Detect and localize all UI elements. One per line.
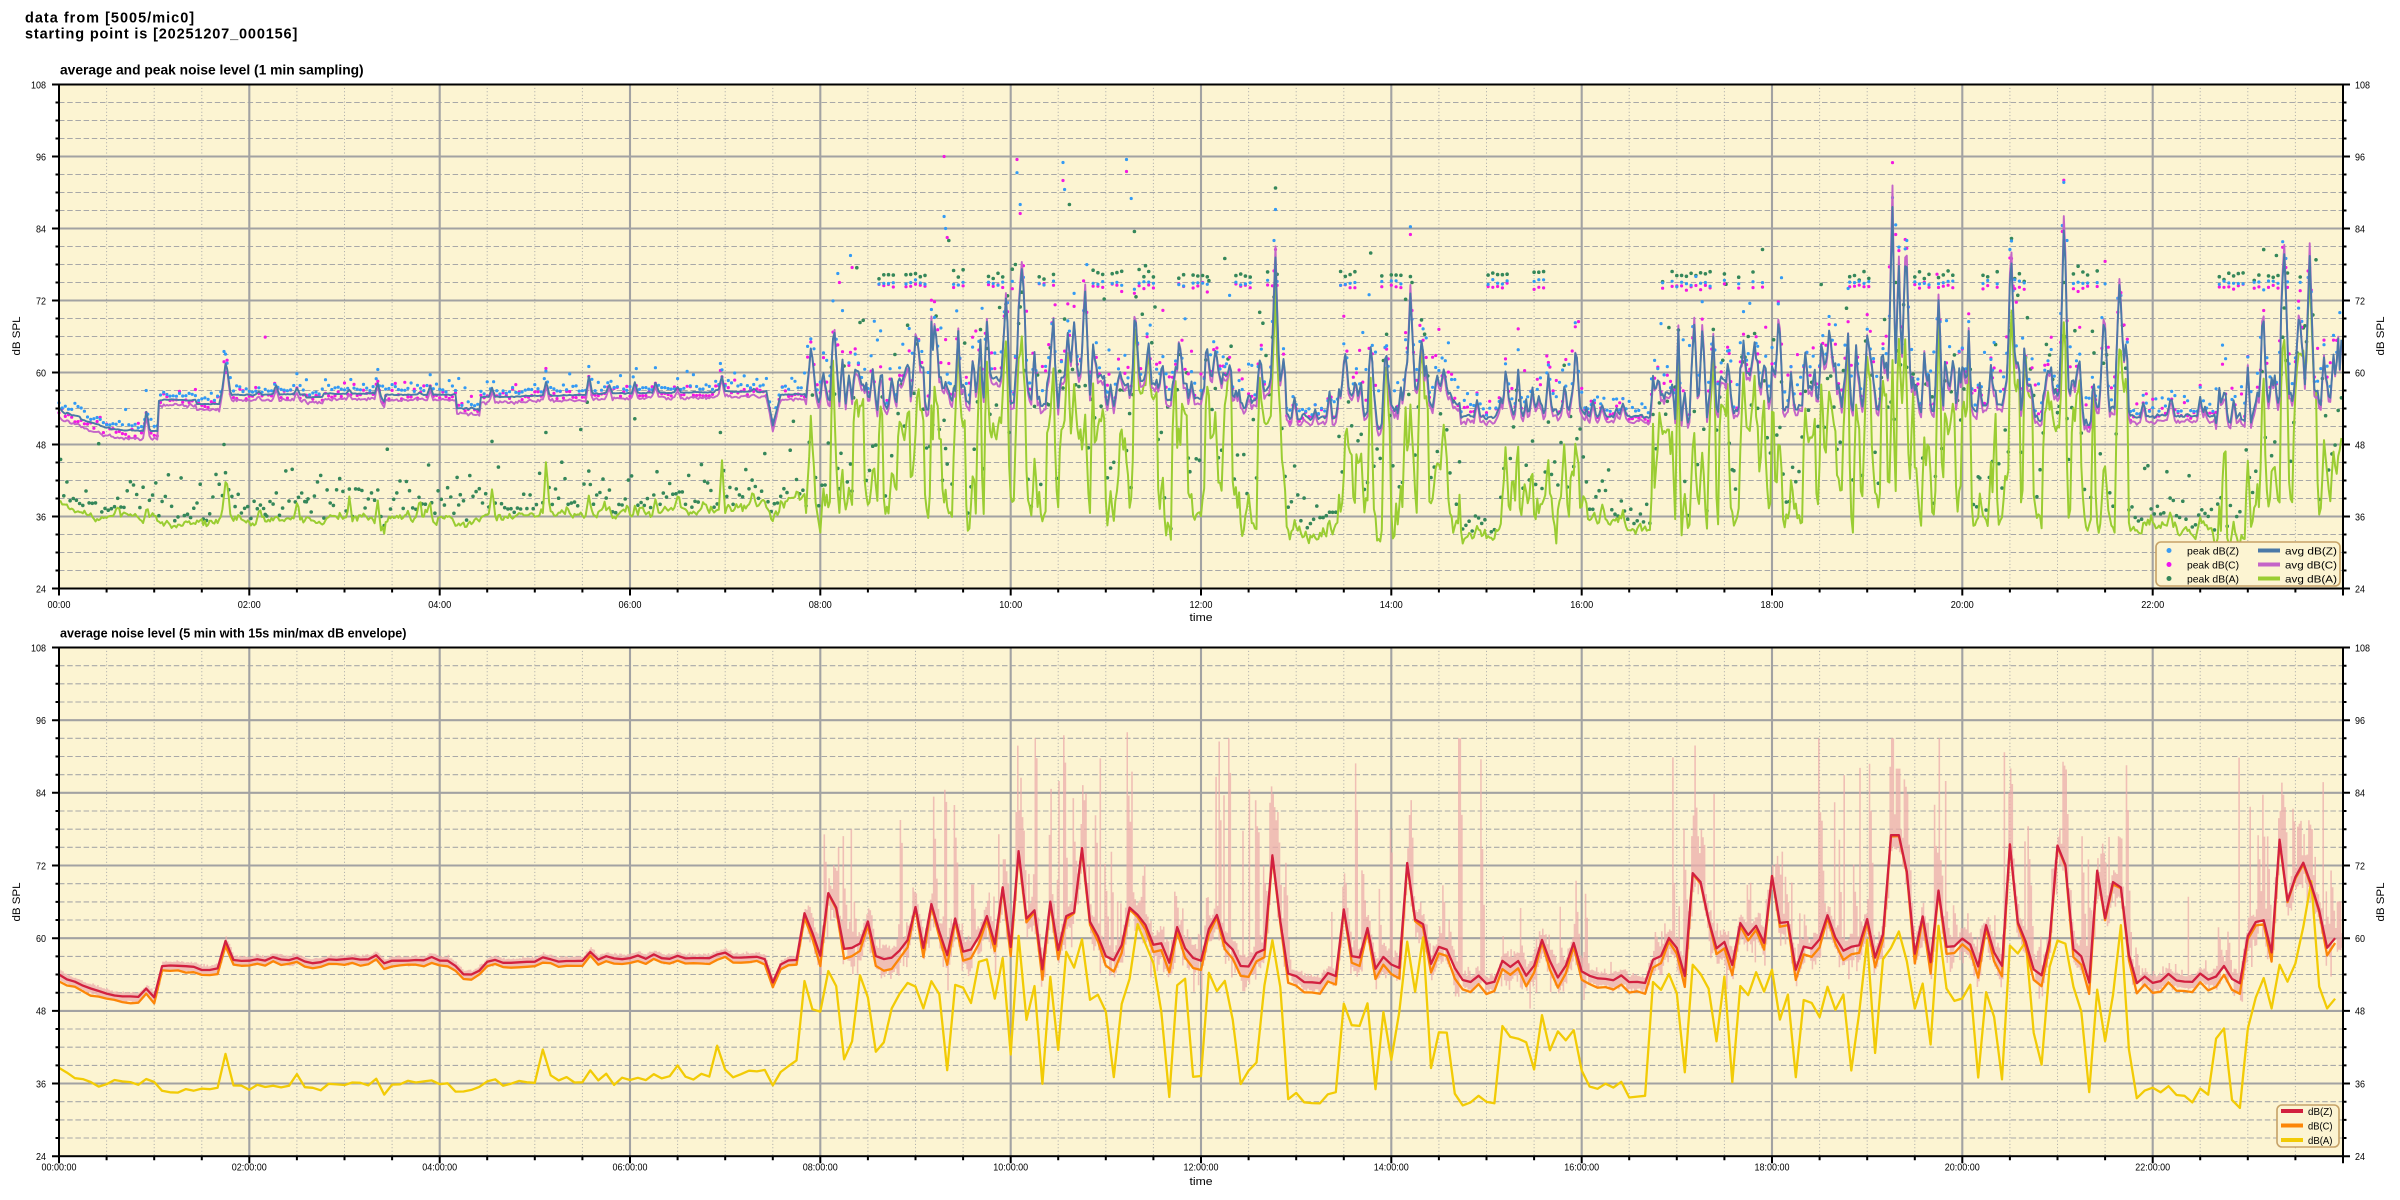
svg-text:peak dB(Z): peak dB(Z): [2187, 545, 2239, 557]
svg-text:18:00: 18:00: [1761, 599, 1784, 611]
svg-text:84: 84: [36, 788, 46, 800]
svg-text:72: 72: [2355, 860, 2365, 872]
svg-text:peak dB(A): peak dB(A): [2187, 573, 2239, 585]
svg-text:dB SPL: dB SPL: [2375, 317, 2387, 356]
svg-text:14:00:00: 14:00:00: [1374, 1162, 1409, 1174]
svg-text:36: 36: [2355, 511, 2365, 523]
svg-text:time: time: [1190, 612, 1213, 624]
svg-text:84: 84: [2355, 223, 2365, 235]
svg-text:48: 48: [36, 1006, 46, 1018]
svg-text:avg dB(Z): avg dB(Z): [2285, 545, 2337, 557]
svg-text:36: 36: [2355, 1078, 2365, 1090]
svg-text:12:00:00: 12:00:00: [1184, 1162, 1219, 1174]
svg-text:72: 72: [2355, 295, 2365, 307]
svg-text:06:00: 06:00: [619, 599, 642, 611]
svg-text:dB SPL: dB SPL: [2375, 883, 2387, 922]
svg-text:96: 96: [36, 715, 46, 727]
svg-text:48: 48: [2355, 1006, 2365, 1018]
svg-text:108: 108: [31, 642, 46, 654]
svg-text:96: 96: [2355, 715, 2365, 727]
svg-text:dB SPL: dB SPL: [11, 317, 23, 356]
svg-text:08:00: 08:00: [809, 599, 832, 611]
svg-text:08:00:00: 08:00:00: [803, 1162, 838, 1174]
svg-text:24: 24: [36, 1151, 46, 1163]
svg-text:average and peak noise level (: average and peak noise level (1 min samp…: [60, 63, 364, 78]
svg-text:84: 84: [2355, 788, 2365, 800]
svg-text:avg dB(A): avg dB(A): [2285, 573, 2337, 585]
svg-text:starting point is [20251207_00: starting point is [20251207_000156]: [25, 27, 298, 43]
svg-text:22:00:00: 22:00:00: [2135, 1162, 2170, 1174]
svg-text:dB(C): dB(C): [2308, 1120, 2333, 1132]
svg-text:00:00:00: 00:00:00: [42, 1162, 77, 1174]
svg-text:72: 72: [36, 860, 46, 872]
svg-text:avg dB(C): avg dB(C): [2285, 559, 2337, 571]
svg-text:dB(A): dB(A): [2308, 1135, 2333, 1147]
svg-text:00:00: 00:00: [48, 599, 71, 611]
svg-text:24: 24: [2355, 1151, 2365, 1163]
svg-text:108: 108: [2355, 79, 2370, 91]
svg-text:36: 36: [36, 511, 46, 523]
svg-text:time: time: [1190, 1176, 1213, 1188]
svg-text:60: 60: [36, 367, 46, 379]
svg-text:72: 72: [36, 295, 46, 307]
svg-text:02:00:00: 02:00:00: [232, 1162, 267, 1174]
svg-text:108: 108: [2355, 642, 2370, 654]
svg-text:48: 48: [36, 439, 46, 451]
svg-text:average noise level (5 min wit: average noise level (5 min with 15s min/…: [60, 627, 406, 641]
svg-text:20:00:00: 20:00:00: [1945, 1162, 1980, 1174]
svg-text:dB SPL: dB SPL: [11, 883, 23, 922]
svg-text:04:00:00: 04:00:00: [422, 1162, 457, 1174]
svg-text:20:00: 20:00: [1951, 599, 1974, 611]
svg-text:22:00: 22:00: [2141, 599, 2164, 611]
svg-text:60: 60: [2355, 367, 2365, 379]
svg-text:18:00:00: 18:00:00: [1755, 1162, 1790, 1174]
svg-text:16:00:00: 16:00:00: [1564, 1162, 1599, 1174]
svg-text:96: 96: [2355, 151, 2365, 163]
svg-text:48: 48: [2355, 439, 2365, 451]
svg-text:84: 84: [36, 223, 46, 235]
svg-text:10:00:00: 10:00:00: [993, 1162, 1028, 1174]
svg-text:02:00: 02:00: [238, 599, 261, 611]
svg-text:14:00: 14:00: [1380, 599, 1403, 611]
svg-text:60: 60: [2355, 933, 2365, 945]
svg-text:10:00: 10:00: [999, 599, 1022, 611]
svg-text:06:00:00: 06:00:00: [613, 1162, 648, 1174]
svg-text:24: 24: [36, 583, 46, 595]
svg-text:24: 24: [2355, 583, 2365, 595]
svg-text:data from [5005/mic0]: data from [5005/mic0]: [25, 11, 195, 27]
svg-text:12:00: 12:00: [1190, 599, 1213, 611]
svg-text:108: 108: [31, 79, 46, 91]
svg-text:16:00: 16:00: [1570, 599, 1593, 611]
svg-text:peak dB(C): peak dB(C): [2187, 559, 2239, 571]
svg-text:96: 96: [36, 151, 46, 163]
svg-text:36: 36: [36, 1078, 46, 1090]
svg-text:04:00: 04:00: [428, 599, 451, 611]
svg-text:dB(Z): dB(Z): [2308, 1106, 2333, 1118]
svg-text:60: 60: [36, 933, 46, 945]
